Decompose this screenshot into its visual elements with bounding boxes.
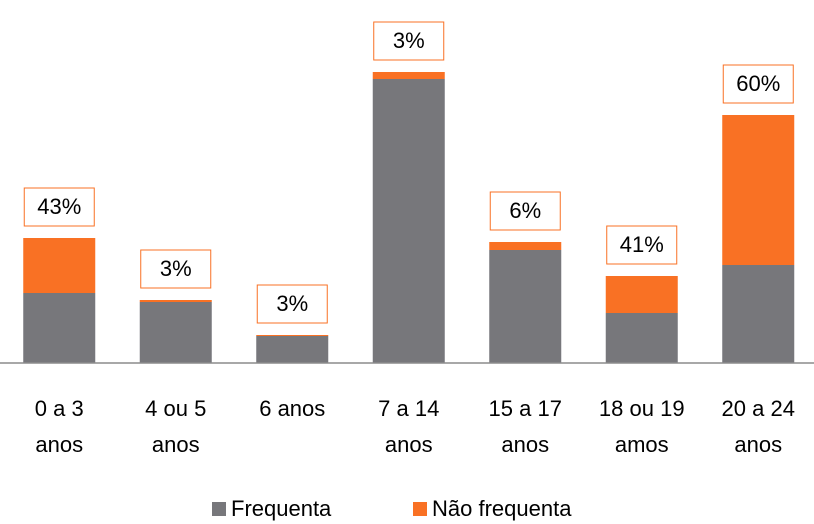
x-tick-label-line: anos: [501, 432, 549, 457]
data-label: 60%: [736, 71, 780, 96]
bar-segment: [23, 293, 96, 363]
data-label: 43%: [37, 194, 81, 219]
bar-segment: [372, 79, 445, 363]
x-tick-label: 18 ou 19 amos: [599, 396, 685, 457]
bar-segment: [722, 115, 795, 265]
data-label: 3%: [276, 291, 308, 316]
x-tick-label-line: 0 a 3: [35, 396, 84, 421]
x-tick-label-line: 4 ou 5: [145, 396, 206, 421]
data-label-box: [256, 284, 328, 324]
x-tick-label-line: amos: [615, 432, 669, 457]
x-tick-label-line: anos: [35, 432, 83, 457]
x-tick-label-line: anos: [152, 432, 200, 457]
bar-segment: [256, 335, 329, 336]
data-label-box: [606, 225, 678, 265]
x-tick-label-line: 18 ou 19: [599, 396, 685, 421]
bar-segment: [256, 336, 329, 363]
x-tick-label: 4 ou 5 anos: [145, 396, 206, 457]
bar-segment: [722, 265, 795, 363]
x-tick-label: 6 anos: [259, 396, 325, 421]
bar-segment: [489, 242, 562, 250]
x-tick-label: 15 a 17 anos: [489, 396, 562, 457]
x-tick-label: 0 a 3 anos: [35, 396, 84, 457]
data-label: 41%: [620, 232, 664, 257]
bar-segment: [489, 250, 562, 363]
x-tick-label-line: 15 a 17: [489, 396, 562, 421]
x-tick-label: 20 a 24 anos: [722, 396, 795, 457]
x-tick-label-line: anos: [385, 432, 433, 457]
data-label: 3%: [393, 28, 425, 53]
data-label-box: [140, 249, 212, 289]
data-label-box: [722, 64, 794, 104]
data-label-box: [489, 191, 561, 231]
x-tick-label-line: anos: [734, 432, 782, 457]
data-label-box: [373, 21, 445, 61]
bar-segment: [139, 302, 212, 363]
bar-segment: [139, 300, 212, 302]
bar-segment: [372, 72, 445, 79]
data-label: 6%: [509, 198, 541, 223]
legend-swatch: [212, 502, 226, 516]
legend-label: Frequenta: [231, 496, 332, 521]
legend-label: Não frequenta: [432, 496, 572, 521]
legend-swatch: [413, 502, 427, 516]
x-tick-label-line: 7 a 14: [378, 396, 439, 421]
bar-segment: [605, 313, 678, 363]
data-label-box: [23, 187, 95, 227]
data-label: 3%: [160, 256, 192, 281]
bar-segment: [23, 238, 96, 293]
x-tick-label-line: 20 a 24: [722, 396, 795, 421]
bar-segment: [605, 276, 678, 313]
x-tick-label: 7 a 14 anos: [378, 396, 439, 457]
x-tick-label-line: 6 anos: [259, 396, 325, 421]
